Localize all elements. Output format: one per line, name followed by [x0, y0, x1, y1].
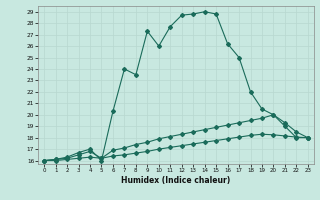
X-axis label: Humidex (Indice chaleur): Humidex (Indice chaleur)	[121, 176, 231, 185]
